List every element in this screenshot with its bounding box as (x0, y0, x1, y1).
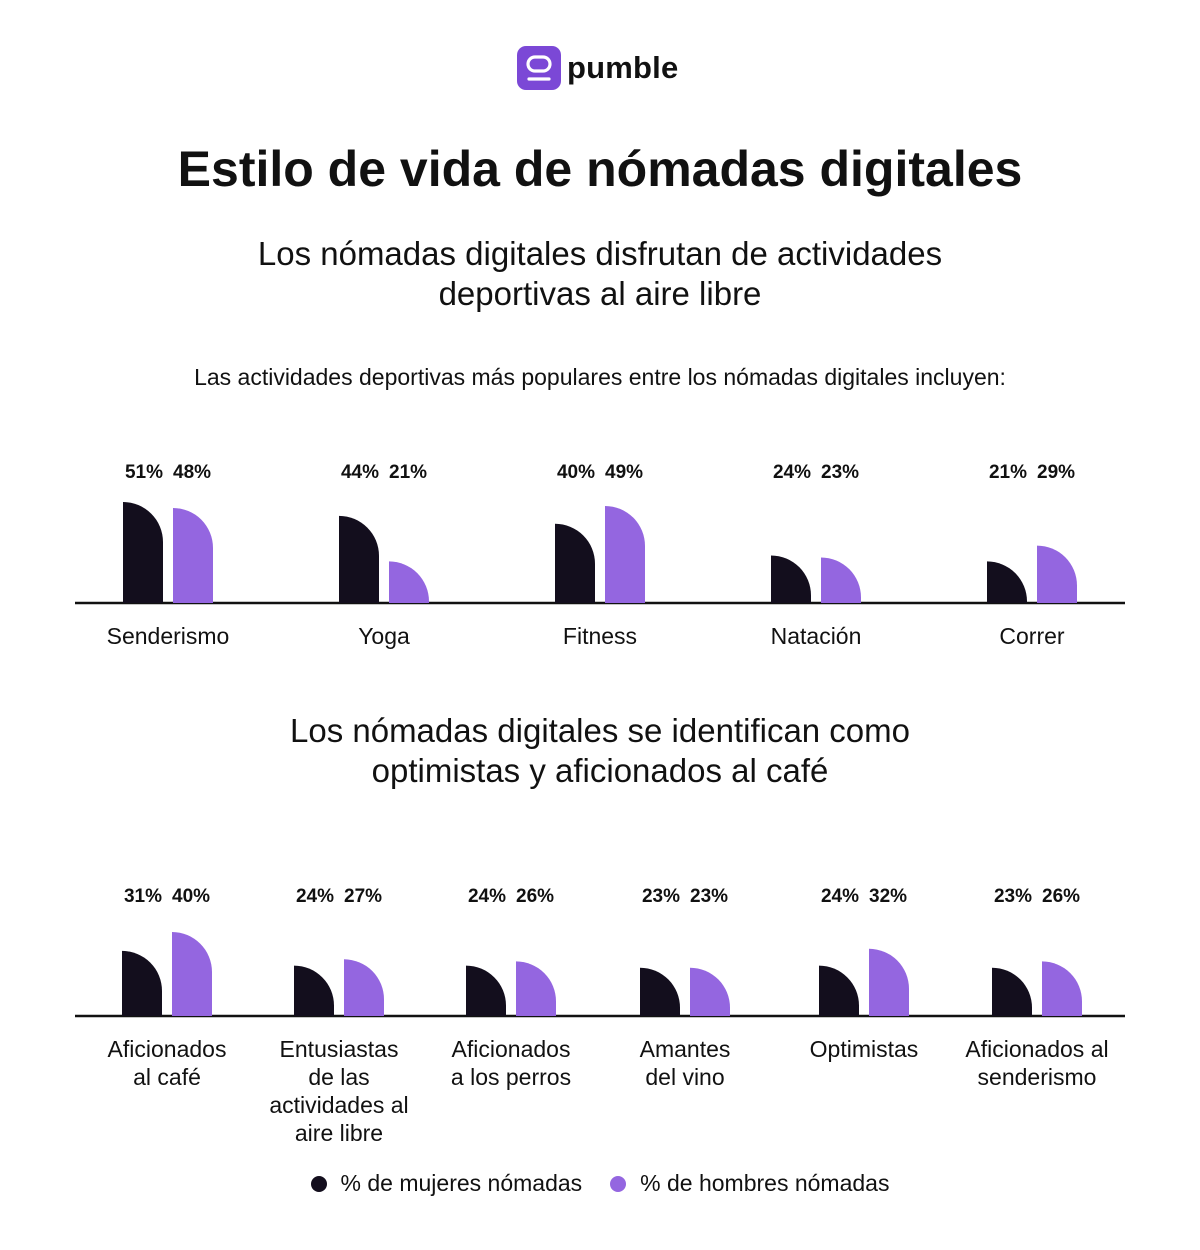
bar-men-3 (821, 557, 861, 603)
data-label-men-2: 49% (605, 462, 643, 483)
data-label-women-0: 51% (125, 462, 163, 483)
category-label-1-3: aire libre (295, 1120, 383, 1146)
data-label-men-3: 23% (821, 462, 859, 483)
data-label-women-4: 24% (821, 886, 859, 907)
bar-men-0 (172, 932, 212, 1016)
bar-women-4 (987, 561, 1027, 603)
bar-women-0 (122, 950, 162, 1016)
data-label-men-1: 21% (389, 462, 427, 483)
category-label-4-0: Optimistas (810, 1036, 919, 1062)
data-label-women-3: 23% (642, 886, 680, 907)
category-label-1-0: Entusiastas (280, 1036, 399, 1062)
bar-women-0 (123, 502, 163, 603)
legend-men-dot (610, 1175, 627, 1192)
data-label-women-5: 23% (994, 886, 1032, 907)
data-label-men-3: 23% (690, 886, 728, 907)
category-label-2-0: Fitness (563, 623, 637, 649)
bar-women-2 (555, 523, 595, 603)
brand-logo: pumble (517, 46, 678, 90)
bar-men-5 (1042, 961, 1082, 1016)
data-label-women-1: 24% (296, 886, 334, 907)
legend-item-women: % de mujeres nómadas (310, 1170, 583, 1197)
chart-legend: % de mujeres nómadas % de hombres nómada… (0, 1170, 1200, 1197)
section1-heading-line1: Los nómadas digitales disfrutan de activ… (257, 235, 943, 272)
section1-heading: Los nómadas digitales disfrutan de activ… (0, 234, 1200, 314)
data-label-women-4: 21% (989, 462, 1027, 483)
category-label-2-1: a los perros (451, 1064, 571, 1090)
data-label-men-0: 48% (173, 462, 211, 483)
category-label-3-0: Natación (771, 623, 862, 649)
bar-men-1 (389, 561, 429, 603)
section2-heading-line2: optimistas y aficionados al café (371, 752, 829, 789)
data-label-women-3: 24% (773, 462, 811, 483)
bar-men-2 (516, 961, 556, 1016)
category-label-3-0: Amantes (640, 1036, 731, 1062)
section2-heading: Los nómadas digitales se identifican com… (0, 711, 1200, 791)
bar-women-1 (294, 965, 334, 1016)
bar-women-1 (339, 515, 379, 603)
bar-men-2 (605, 505, 645, 603)
brand-name: pumble (567, 50, 679, 85)
legend-women-label: % de mujeres nómadas (340, 1170, 583, 1196)
bar-women-3 (640, 967, 680, 1016)
bar-women-4 (819, 965, 859, 1016)
bar-women-3 (771, 555, 811, 603)
page-title: Estilo de vida de nómadas digitales (177, 141, 1023, 197)
category-label-0-1: al café (133, 1064, 201, 1090)
bar-men-4 (869, 948, 909, 1016)
data-label-men-4: 29% (1037, 462, 1075, 483)
category-label-2-0: Aficionados (452, 1036, 571, 1062)
category-label-5-0: Aficionados al (965, 1036, 1108, 1062)
data-label-women-2: 40% (557, 462, 595, 483)
section2-heading-line1: Los nómadas digitales se identifican com… (289, 712, 911, 749)
data-label-men-1: 27% (344, 886, 382, 907)
legend-item-men: % de hombres nómadas (610, 1170, 889, 1197)
bar-men-4 (1037, 545, 1077, 603)
category-label-0-0: Aficionados (108, 1036, 227, 1062)
data-label-women-2: 24% (468, 886, 506, 907)
data-label-men-5: 26% (1042, 886, 1080, 907)
section1-heading-line2: deportivas al aire libre (438, 275, 762, 312)
category-label-1-1: de las (308, 1064, 369, 1090)
category-label-3-1: del vino (645, 1064, 724, 1090)
data-label-men-2: 26% (516, 886, 554, 907)
bar-men-3 (690, 967, 730, 1016)
legend-women-dot (310, 1175, 327, 1192)
pumble-logo-icon (517, 46, 561, 90)
bar-men-1 (344, 959, 384, 1016)
data-label-women-0: 31% (124, 886, 162, 907)
bar-men-0 (173, 507, 213, 603)
data-label-women-1: 44% (341, 462, 379, 483)
data-label-men-4: 32% (869, 886, 907, 907)
category-label-5-1: senderismo (978, 1064, 1097, 1090)
bar-women-5 (992, 967, 1032, 1016)
section1-intro: Las actividades deportivas más populares… (194, 364, 1006, 390)
category-label-1-2: actividades al (269, 1092, 408, 1118)
data-label-men-0: 40% (172, 886, 210, 907)
legend-men-label: % de hombres nómadas (640, 1170, 890, 1196)
category-label-0-0: Senderismo (107, 623, 230, 649)
sports-activities-chart: 51% 48% Senderismo 44% 21% Yoga 40% 49% Fitness 2… (75, 462, 1125, 649)
category-label-4-0: Correr (999, 623, 1065, 649)
bar-women-2 (466, 965, 506, 1016)
category-label-1-0: Yoga (358, 623, 410, 649)
